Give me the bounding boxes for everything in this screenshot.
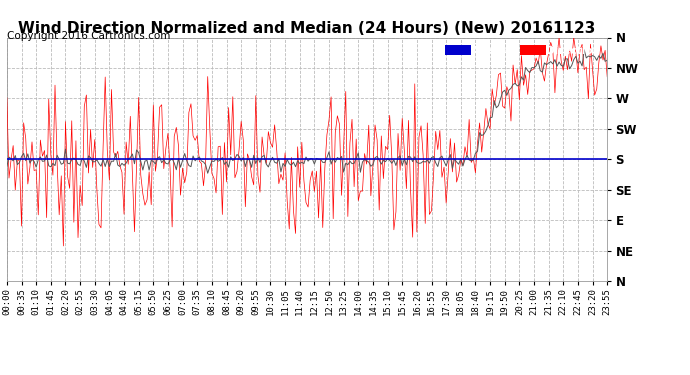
Title: Wind Direction Normalized and Median (24 Hours) (New) 20161123: Wind Direction Normalized and Median (24… — [19, 21, 595, 36]
Legend: Average, Direction: Average, Direction — [444, 43, 602, 58]
Text: Copyright 2016 Cartronics.com: Copyright 2016 Cartronics.com — [7, 32, 170, 41]
